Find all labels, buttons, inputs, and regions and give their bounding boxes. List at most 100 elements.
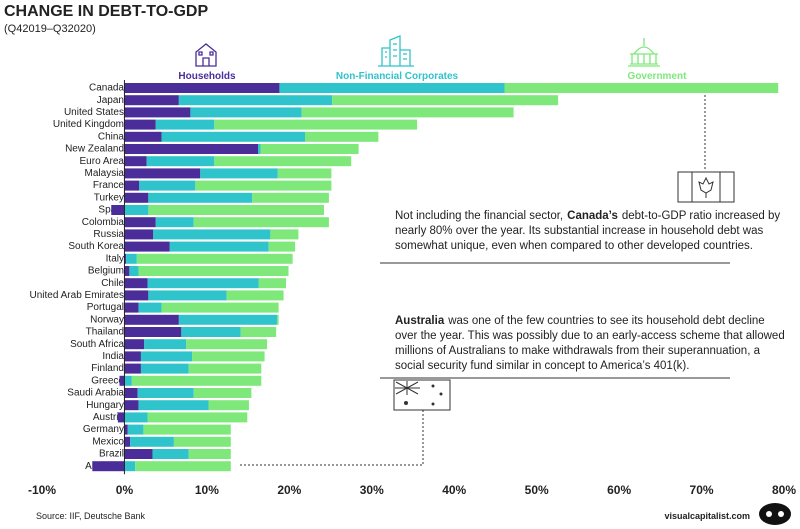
household-icon: [195, 43, 217, 67]
annotation-text: social security fund similar in concept …: [395, 360, 689, 372]
bar-segment: [138, 400, 209, 411]
bar-segment: [124, 388, 138, 398]
bar-segment: [208, 400, 249, 411]
x-tick-label: 0%: [116, 483, 134, 497]
bar-segment: [124, 107, 191, 118]
annotation-text: millions of Australians to make withdraw…: [395, 345, 761, 357]
bar-segment: [276, 314, 279, 325]
bar-segment: [258, 144, 261, 154]
category-label: Portugal: [87, 302, 124, 313]
bar-segment: [124, 339, 145, 350]
bar-segment: [161, 131, 305, 142]
category-label: Finland: [91, 363, 124, 374]
bar-segment: [124, 461, 136, 472]
annotation-text: somewhat unique, even when compared to o…: [395, 240, 753, 252]
bar-segment: [146, 156, 215, 167]
bar-segment: [124, 412, 148, 423]
category-label: United Kingdom: [53, 119, 124, 130]
annotation-text: over the year. This was possibly due to …: [395, 330, 785, 342]
bar-segment: [131, 375, 262, 386]
bar-segment: [111, 205, 125, 215]
chart-title: CHANGE IN DEBT-TO-GDP: [4, 3, 208, 20]
bar-segment: [226, 290, 284, 301]
annotation-text: Not including the financial sector,: [395, 210, 563, 222]
bar-segment: [214, 156, 352, 167]
bar-segment: [240, 327, 277, 337]
category-label: France: [93, 180, 125, 191]
bar-segment: [124, 266, 130, 276]
bar-segment: [277, 168, 332, 179]
bar-segment: [140, 351, 193, 362]
category-label: Austria: [93, 412, 125, 423]
category-label: India: [102, 351, 124, 362]
bar-segment: [214, 119, 418, 130]
category-label: Russia: [93, 229, 124, 240]
category-label: Malaysia: [85, 168, 125, 179]
category-label: Norway: [90, 314, 124, 325]
bar-segment: [148, 205, 324, 215]
bar-segment: [124, 119, 156, 130]
bar-segment: [144, 339, 187, 350]
bar-segment: [117, 412, 125, 423]
bar-segment: [126, 253, 137, 264]
bar-segment: [124, 424, 128, 435]
bar-segment: [124, 241, 170, 252]
bar-segment: [173, 436, 231, 447]
bar-segment: [190, 107, 302, 118]
category-label: Mexico: [92, 436, 124, 447]
bar-segment: [137, 388, 194, 398]
canada-flag: [677, 171, 735, 203]
brand-logo: [759, 503, 791, 525]
bar-segment: [301, 107, 514, 118]
x-tick-label: 60%: [607, 483, 631, 497]
corporate-icon: [378, 35, 414, 67]
bar-segment: [124, 302, 139, 313]
bar-segment: [155, 119, 215, 130]
bar-segment: [124, 229, 154, 240]
bar-segment: [200, 168, 278, 179]
legend-label: Households: [178, 71, 236, 82]
category-label: South Africa: [70, 339, 124, 350]
bar-segment: [147, 278, 259, 289]
bar-segment: [124, 278, 148, 289]
category-label: Greece: [91, 375, 124, 386]
bar-segment: [124, 351, 141, 362]
bar-segment: [124, 131, 162, 142]
category-label: South Korea: [68, 241, 124, 252]
bar-segment: [139, 180, 196, 191]
bar-segment: [124, 327, 182, 337]
category-label: Colombia: [82, 217, 125, 228]
annotation-text: was one of the few countries to see its …: [447, 315, 764, 327]
bar-segment: [119, 375, 125, 386]
bar-segment: [135, 461, 231, 472]
bar-segment: [258, 278, 287, 289]
x-tick-label: 80%: [772, 483, 796, 497]
bar-segment: [124, 400, 139, 411]
chart-subtitle: (Q42019–Q32020): [4, 23, 96, 35]
bar-segment: [124, 205, 149, 215]
bar-segment: [124, 180, 140, 191]
source: Source: IIF, Deutsche Bank: [36, 511, 146, 521]
bar-segment: [153, 229, 271, 240]
bar-segment: [129, 266, 139, 276]
category-label: Turkey: [94, 192, 124, 203]
bar-segment: [178, 314, 277, 325]
category-label: Thailand: [86, 327, 124, 338]
annotation-bold: Canada’s: [567, 210, 618, 222]
bar-segment: [124, 95, 179, 106]
bar-segment: [148, 290, 227, 301]
x-tick-label: 20%: [277, 483, 301, 497]
bar-segment: [178, 95, 333, 106]
bar-segment: [270, 229, 299, 240]
bar-segment: [143, 424, 231, 435]
x-tick-label: 30%: [360, 483, 384, 497]
bar-segment: [169, 241, 269, 252]
x-tick-label: -10%: [28, 483, 56, 497]
bar-segment: [279, 83, 505, 93]
annotation-text: nearly 80% over the year. Its substantia…: [395, 225, 763, 237]
category-label: United Arab Emirates: [30, 290, 125, 301]
bar-segment: [268, 241, 296, 252]
category-label: United States: [64, 107, 124, 118]
bar-segment: [504, 83, 779, 93]
